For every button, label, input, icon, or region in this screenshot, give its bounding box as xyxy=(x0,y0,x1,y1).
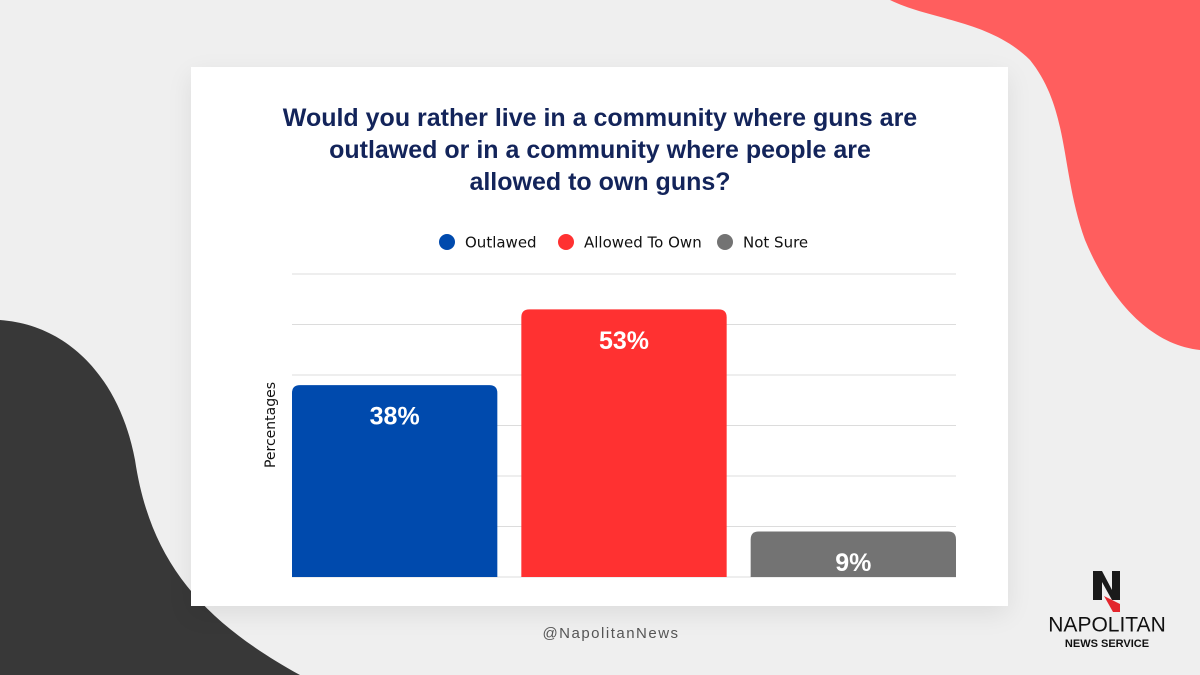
bar xyxy=(521,309,727,577)
logo-subtitle: NEWS SERVICE xyxy=(1065,638,1149,650)
footer-handle: @NapolitanNews xyxy=(542,625,679,642)
legend-label: Not Sure xyxy=(743,234,808,252)
dark-blob xyxy=(0,320,300,675)
logo: NAPOLITAN NEWS SERVICE xyxy=(1048,571,1166,650)
bar xyxy=(292,385,498,577)
legend-marker xyxy=(717,234,733,250)
legend-label: Allowed To Own xyxy=(584,234,702,252)
chart-title: Would you rather live in a community whe… xyxy=(282,104,918,196)
red-blob xyxy=(890,0,1200,350)
legend-marker xyxy=(558,234,574,250)
legend-label: Outlawed xyxy=(465,234,537,252)
value-label: 53% xyxy=(599,327,649,355)
logo-name: NAPOLITAN xyxy=(1048,614,1165,637)
bar xyxy=(750,531,956,577)
y-axis-label: Percentages xyxy=(263,382,279,468)
value-label: 38% xyxy=(370,403,420,431)
legend-marker xyxy=(439,234,455,250)
value-label: 9% xyxy=(835,549,871,577)
logo-mark xyxy=(1093,571,1120,600)
logo-accent xyxy=(1104,596,1120,612)
